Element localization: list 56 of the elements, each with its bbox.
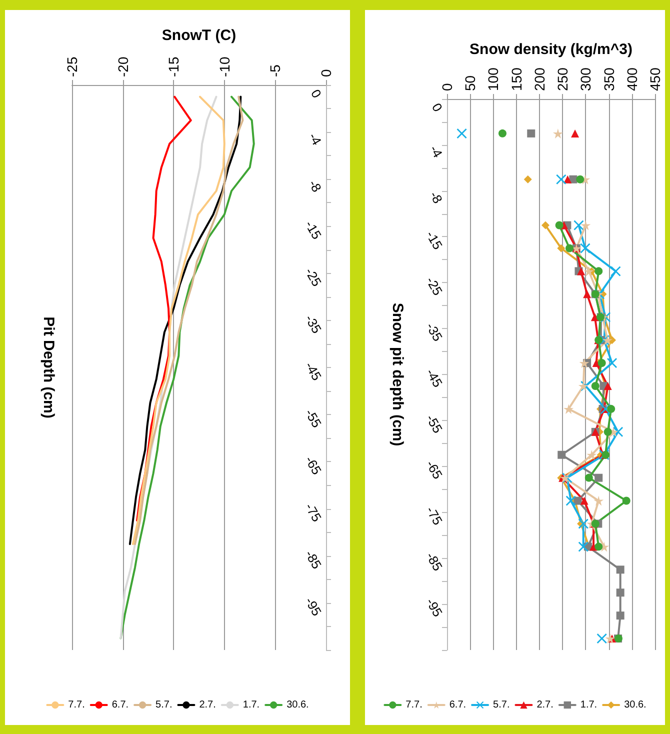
y-tick-label: -85 bbox=[423, 550, 446, 574]
legend-label: 2.7. bbox=[199, 700, 216, 710]
y-tick-label: -75 bbox=[423, 504, 446, 528]
x-tick-label: -5 bbox=[267, 64, 284, 77]
y-tick-label: -95 bbox=[423, 596, 446, 620]
x-tick-label: 300 bbox=[578, 67, 594, 91]
legend-label: 7.7. bbox=[68, 700, 85, 710]
y-axis-title: Snow pit depth (cm) bbox=[389, 302, 406, 446]
x-tick-label: 0 bbox=[439, 83, 455, 91]
y-tick-label: 0 bbox=[428, 100, 446, 114]
y-tick-label: -45 bbox=[423, 366, 446, 390]
x-axis-title: SnowT (C) bbox=[162, 27, 236, 44]
y-tick-label: -25 bbox=[302, 265, 324, 289]
y-tick-label: -4 bbox=[306, 130, 324, 148]
legend-label: 1.7. bbox=[242, 700, 260, 710]
y-tick-label: -35 bbox=[423, 320, 446, 344]
legend-label: 5.7. bbox=[493, 700, 510, 710]
legend-label: 6.7. bbox=[449, 700, 466, 710]
y-tick-label: -55 bbox=[423, 412, 446, 436]
legend-label: 6.7. bbox=[112, 700, 129, 710]
x-tick-label: -15 bbox=[166, 56, 182, 77]
y-tick-label: -35 bbox=[302, 312, 324, 336]
y-tick-label: -25 bbox=[423, 274, 446, 298]
y-tick-label: -65 bbox=[423, 458, 446, 482]
y-tick-label: -8 bbox=[306, 177, 324, 195]
x-tick-label: 450 bbox=[647, 67, 663, 91]
y-tick-label: -75 bbox=[302, 500, 324, 524]
x-tick-label: -10 bbox=[216, 56, 232, 77]
legend-label: 5.7. bbox=[156, 700, 172, 710]
x-axis-title: Snow density (kg/m^3) bbox=[470, 41, 632, 58]
legend-label: 30.6. bbox=[286, 700, 309, 710]
x-tick-label: -20 bbox=[114, 56, 131, 77]
y-tick-label: -8 bbox=[426, 188, 446, 206]
y-tick-label: -15 bbox=[302, 218, 324, 242]
y-tick-label: -85 bbox=[302, 548, 324, 572]
legend-label: 7.7. bbox=[406, 700, 422, 710]
y-tick-label: -65 bbox=[302, 453, 324, 478]
x-tick-label: 400 bbox=[624, 67, 640, 91]
y-tick-label: -4 bbox=[426, 142, 446, 160]
x-tick-label: 100 bbox=[485, 67, 502, 91]
y-tick-label: 0 bbox=[308, 86, 324, 101]
legend-label: 2.7. bbox=[536, 700, 554, 710]
y-tick-label: -15 bbox=[423, 228, 446, 252]
x-tick-label: 200 bbox=[531, 67, 548, 91]
y-tick-label: -45 bbox=[302, 359, 324, 384]
y-tick-label: -55 bbox=[302, 406, 324, 430]
x-tick-label: 50 bbox=[462, 75, 478, 91]
legend-label: 1.7. bbox=[580, 700, 598, 710]
x-tick-label: 250 bbox=[554, 67, 571, 91]
x-tick-label: -25 bbox=[64, 56, 80, 77]
y-tick-label: -95 bbox=[302, 594, 324, 618]
y-axis-title: Pit Depth (cm) bbox=[40, 316, 57, 418]
x-tick-label: 150 bbox=[508, 67, 524, 91]
legend-label: 30.6. bbox=[624, 700, 646, 710]
x-tick-label: 0 bbox=[318, 69, 334, 77]
x-tick-label: 350 bbox=[600, 67, 617, 91]
